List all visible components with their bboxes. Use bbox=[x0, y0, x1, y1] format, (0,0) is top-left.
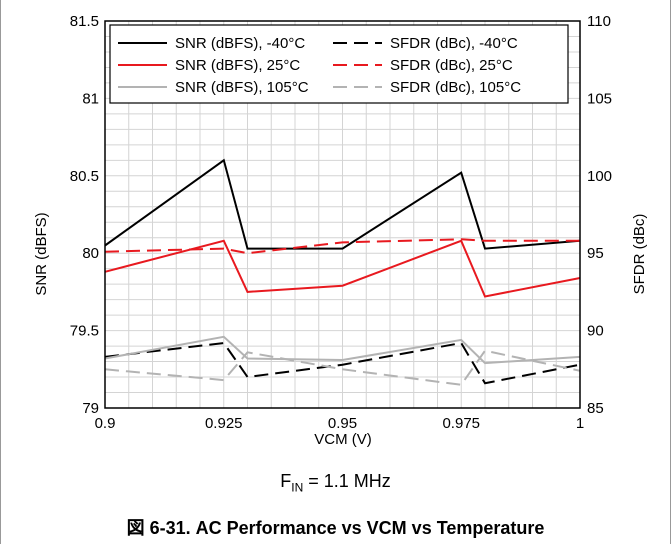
series-line bbox=[104, 239, 581, 298]
series-line bbox=[104, 335, 581, 365]
y-tick-label: 81 bbox=[82, 90, 99, 107]
series-lines bbox=[104, 158, 581, 386]
plot-border bbox=[104, 20, 581, 409]
y-axis-title: SNR (dBFS) bbox=[33, 212, 50, 295]
legend-label: SFDR (dBc), 25°C bbox=[390, 57, 513, 74]
legend-label: SNR (dBFS), -40°C bbox=[175, 35, 305, 52]
y-tick-label: 80 bbox=[82, 245, 99, 262]
x-axis-title: VCM (V) bbox=[314, 431, 372, 448]
legend-label: SNR (dBFS), 25°C bbox=[175, 57, 300, 74]
y2-tick-label: 110 bbox=[587, 13, 611, 30]
legend: SNR (dBFS), -40°C SFDR (dBc), -40°C SNR (d… bbox=[109, 24, 569, 104]
x-tick-label: 0.975 bbox=[442, 415, 480, 432]
y2-tick-label: 100 bbox=[587, 168, 612, 185]
y2-axis-title: SFDR (dBc) bbox=[631, 214, 648, 295]
legend-label: SFDR (dBc), 105°C bbox=[390, 79, 521, 96]
x-tick-label: 1 bbox=[576, 415, 584, 432]
y2-tick-label: 85 bbox=[587, 400, 604, 417]
y-tick-label: 81.5 bbox=[70, 13, 99, 30]
y2-tick-label: 95 bbox=[587, 245, 604, 262]
tick-labels: 0.9 0.925 0.95 0.975 1 79 79.5 80 80.5 81 81.5 85 90… bbox=[70, 13, 612, 432]
y-tick-label: 80.5 bbox=[70, 168, 99, 185]
legend-label: SFDR (dBc), -40°C bbox=[390, 35, 518, 52]
series-line bbox=[104, 158, 581, 250]
legend-label: SNR (dBFS), 105°C bbox=[175, 79, 309, 96]
y2-tick-label: 105 bbox=[587, 90, 612, 107]
y-tick-label: 79 bbox=[82, 400, 99, 417]
input-frequency-note: FIN = 1.1 MHz bbox=[280, 471, 391, 495]
y2-tick-label: 90 bbox=[587, 323, 604, 340]
series-line bbox=[104, 341, 581, 385]
y-tick-label: 79.5 bbox=[70, 323, 99, 340]
figure-caption: 図 6-31. AC Performance vs VCM vs Tempera… bbox=[126, 518, 545, 538]
x-tick-label: 0.925 bbox=[205, 415, 243, 432]
series-line bbox=[104, 349, 581, 386]
x-tick-label: 0.9 bbox=[95, 415, 116, 432]
x-tick-label: 0.95 bbox=[328, 415, 357, 432]
series-line bbox=[104, 238, 580, 255]
